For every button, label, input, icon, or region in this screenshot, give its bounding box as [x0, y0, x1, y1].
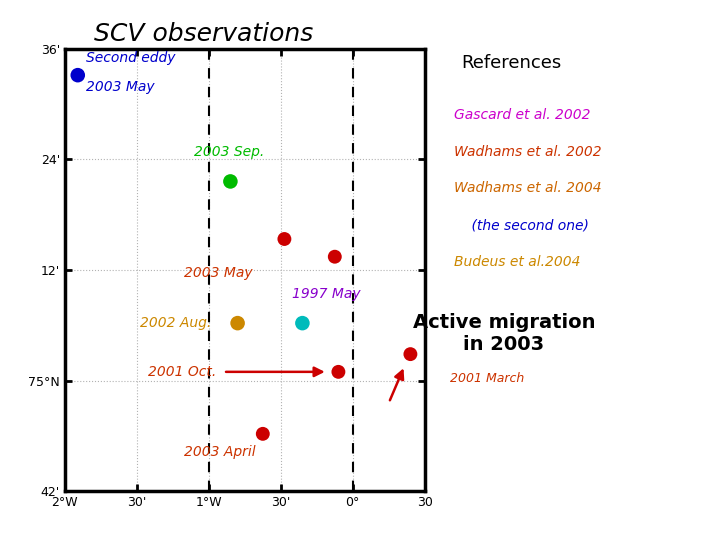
Text: 2002 Aug.: 2002 Aug.	[140, 316, 212, 330]
Text: 2003 April: 2003 April	[184, 446, 255, 460]
Text: 2003 Sep.: 2003 Sep.	[194, 145, 265, 159]
Text: (the second one): (the second one)	[454, 218, 588, 232]
Point	[405, 350, 416, 359]
Text: 2003 May: 2003 May	[86, 79, 155, 93]
Text: Budeus et al.2004: Budeus et al.2004	[454, 255, 580, 269]
Point	[257, 429, 269, 438]
Text: Wadhams et al. 2002: Wadhams et al. 2002	[454, 145, 601, 159]
Text: Wadhams et al. 2004: Wadhams et al. 2004	[454, 181, 601, 195]
Point	[225, 177, 236, 186]
Point	[232, 319, 243, 327]
Text: References: References	[461, 54, 561, 72]
Point	[279, 235, 290, 244]
Text: 2003 May: 2003 May	[184, 266, 252, 280]
Text: 2001 Oct.: 2001 Oct.	[148, 365, 216, 379]
Text: Second eddy: Second eddy	[86, 51, 176, 65]
Text: SCV observations: SCV observations	[94, 22, 313, 45]
Text: Gascard et al. 2002: Gascard et al. 2002	[454, 108, 590, 122]
Text: Active migration
in 2003: Active migration in 2003	[413, 313, 595, 354]
Point	[333, 368, 344, 376]
Text: 1997 May: 1997 May	[292, 287, 360, 301]
Point	[72, 71, 84, 79]
Point	[329, 252, 341, 261]
Point	[297, 319, 308, 327]
Text: 2001 March: 2001 March	[450, 372, 524, 384]
